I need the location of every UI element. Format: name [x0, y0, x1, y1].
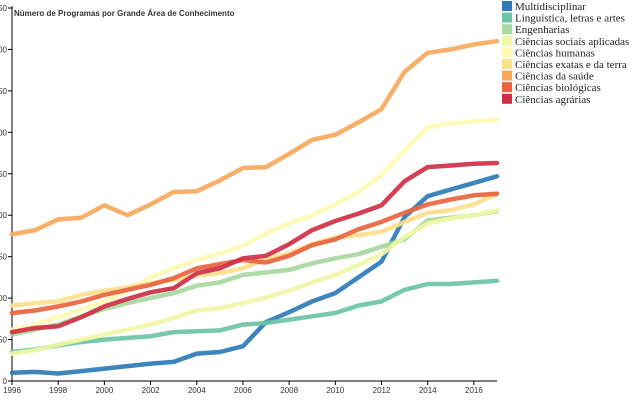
y-tick-label: 200: [0, 211, 8, 220]
series-line-ci-ncias-da-sa-de: [9, 38, 500, 237]
legend-label: Ciências agrárias: [515, 94, 590, 106]
x-tick-label: 2014: [419, 386, 437, 395]
series-layer: [9, 38, 500, 376]
legend-label: Engenharias: [515, 24, 569, 36]
series-line-ci-ncias-sociais-aplicadas: [9, 207, 500, 356]
y-tick-label: 100: [0, 294, 8, 303]
y-tick-label: 150: [0, 253, 8, 262]
legend-swatch: [502, 12, 512, 23]
y-tick-label: 250: [0, 170, 8, 179]
y-tick-label: 0: [3, 377, 8, 386]
y-axis: 0 50 100 150 200 250 300 350 400 450: [0, 4, 13, 386]
x-tick-label: 1998: [49, 386, 67, 395]
legend-label: Multidisciplinar: [515, 1, 586, 13]
legend-swatch: [502, 59, 512, 69]
legend-swatch: [502, 82, 512, 93]
legend-label: Ciências biológicas: [515, 82, 601, 94]
x-tick-label: 2012: [373, 386, 391, 395]
legend-label: Ciências sociais aplicadas: [515, 36, 629, 48]
legend-label: Linguística, letras e artes: [515, 13, 625, 25]
legend-label: Ciências exatas e da terra: [515, 59, 627, 71]
legend-swatch: [502, 70, 512, 81]
y-tick-label: 300: [0, 128, 8, 137]
chart-title: Número de Programas por Grande Área de C…: [14, 9, 235, 18]
series-line-ci-ncias-biol-gicas: [9, 191, 500, 316]
y-tick-label: 350: [0, 87, 8, 96]
legend-swatch: [502, 1, 512, 11]
series-line-ci-ncias-humanas: [9, 116, 500, 332]
x-tick-label: 2006: [234, 386, 252, 395]
x-tick-label: 1996: [3, 386, 21, 395]
legend-swatch: [502, 35, 512, 46]
y-tick-label: 50: [0, 336, 8, 345]
series-line-lingu-stica-letras-e-artes: [9, 278, 500, 355]
legend-swatch: [502, 24, 512, 35]
legend-label: Ciências humanas: [515, 47, 595, 59]
legend-label: Ciências da saúde: [515, 71, 594, 83]
series-line-ci-ncias-exatas-e-da-terra: [9, 191, 500, 308]
legend-swatch: [502, 47, 512, 58]
x-tick-label: 2004: [188, 386, 206, 395]
legend-swatch: [502, 93, 512, 104]
x-tick-label: 2010: [326, 386, 344, 395]
x-tick-label: 2008: [280, 386, 298, 395]
x-tick-label: 2000: [95, 386, 113, 395]
x-tick-label: 2016: [465, 386, 483, 395]
y-tick-label: 400: [0, 45, 8, 54]
series-line-ci-ncias-agr-rias: [9, 160, 500, 335]
x-axis: 1996 1998 2000 2002 2004 2006 2008 2010 2012 2014…: [3, 380, 497, 395]
x-tick-label: 2002: [142, 386, 160, 395]
y-tick-label: 450: [0, 4, 8, 13]
